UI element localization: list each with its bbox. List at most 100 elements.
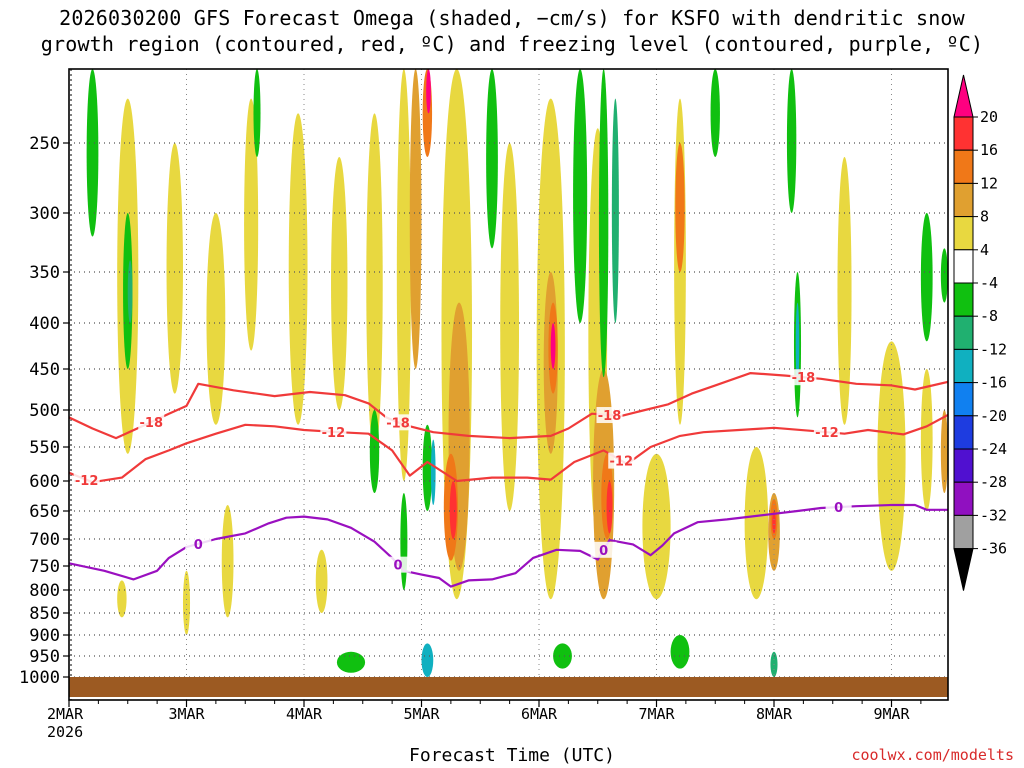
omega-cell <box>253 69 261 157</box>
plot-frame <box>68 68 949 701</box>
colorbar-segment <box>953 448 974 483</box>
isotherm-minus18-label: -18 <box>598 409 622 424</box>
isotherm-minus12 <box>69 413 948 484</box>
freezing-level-label: 0 <box>599 544 608 559</box>
colorbar-segment <box>953 182 974 218</box>
omega-cell <box>449 481 457 539</box>
y-tick-label: 700 <box>29 530 60 550</box>
colorbar-label: -4 <box>980 274 998 292</box>
omega-cell <box>670 635 690 669</box>
omega-cell <box>486 69 498 249</box>
colorbar-legend: 20 16 12 8 4 -4 -8 -12 -16 -20 -24 -28 -32 -36 <box>953 74 1007 591</box>
omega-cell <box>606 481 613 534</box>
credit-link[interactable]: coolwx.com/modelts <box>851 746 1014 764</box>
omega-cell <box>940 410 948 493</box>
x-axis-title: Forecast Time (UTC) <box>409 745 615 766</box>
freezing-level-label-bg <box>185 535 212 552</box>
colorbar-segment <box>953 481 974 516</box>
omega-cell <box>553 643 572 669</box>
omega-cell <box>421 643 434 677</box>
colorbar-label: -8 <box>980 307 998 325</box>
isotherm-minus18-label-bg <box>138 414 165 431</box>
y-tick-label: 300 <box>29 204 60 224</box>
colorbar-segment <box>953 249 974 284</box>
y-tick-label: 250 <box>29 134 60 154</box>
y-tick-label: 500 <box>29 401 60 421</box>
isotherm-minus18-label: -18 <box>386 416 410 431</box>
omega-cell <box>642 453 671 600</box>
isotherm-minus18-label: -18 <box>792 371 816 386</box>
y-tick-label: 650 <box>29 502 60 522</box>
colorbar-label: 12 <box>980 174 998 192</box>
colorbar-label: -24 <box>980 440 1007 458</box>
isotherm-minus12-label: -12 <box>610 455 634 470</box>
contour-labels: -18 -18 -18 -18 -12 -12 -12 -12 0 0 0 0 <box>73 369 852 574</box>
x-tick-sublabel: 2026 <box>47 723 83 741</box>
colorbar-label: 8 <box>980 208 989 226</box>
omega-cell <box>400 493 408 590</box>
contour-lines <box>69 372 948 588</box>
x-tick-label: 2MAR <box>47 705 84 723</box>
colorbar-label: -12 <box>980 340 1007 358</box>
x-tick-label: 3MAR <box>168 705 205 723</box>
omega-cell <box>920 213 933 342</box>
omega-cell <box>221 505 234 618</box>
colorbar-segment <box>953 74 974 118</box>
isotherm-minus12-label-bg <box>813 424 840 441</box>
isotherm-minus12-label-bg <box>320 423 347 440</box>
omega-cell <box>288 113 308 425</box>
colorbar-label: -16 <box>980 374 1007 392</box>
omega-cell <box>940 248 948 303</box>
colorbar-segment <box>953 282 974 317</box>
isotherm-minus12-label: -12 <box>322 426 346 441</box>
omega-cell <box>422 424 433 511</box>
isotherm-minus18 <box>69 372 948 440</box>
y-tick-label: 950 <box>29 647 60 667</box>
omega-cell <box>182 570 191 636</box>
colorbar-segment <box>953 216 974 251</box>
y-tick-label: 850 <box>29 604 60 624</box>
grid-lines <box>69 69 948 700</box>
x-tick-label: 7MAR <box>638 705 675 723</box>
y-tick-label: 1000 <box>19 668 60 688</box>
freezing-level-label-bg <box>590 541 617 558</box>
isotherm-minus18-label-bg <box>596 407 623 424</box>
y-tick-label: 800 <box>29 581 60 601</box>
omega-cell <box>500 143 520 511</box>
chart-title-line-2: growth region (contoured, red, ºC) and f… <box>40 32 984 56</box>
colorbar-label: 20 <box>980 108 998 126</box>
y-tick-label: 600 <box>29 472 60 492</box>
isotherm-minus12-label-bg <box>608 452 635 469</box>
omega-cell <box>396 69 411 481</box>
y-tick-label: 900 <box>29 626 60 646</box>
omega-cell <box>331 157 348 410</box>
x-tick-label: 6MAR <box>521 705 558 723</box>
omega-cell <box>795 302 800 386</box>
ground-terrain-band <box>69 677 948 697</box>
colorbar-segment <box>953 149 974 184</box>
isotherm-minus18-label-bg <box>790 369 817 386</box>
omega-cell <box>409 69 422 369</box>
omega-cell <box>206 213 226 425</box>
colorbar-label: -32 <box>980 506 1007 524</box>
x-tick-label: 5MAR <box>403 705 440 723</box>
colorbar-segment <box>953 514 974 550</box>
y-tick-label: 450 <box>29 360 60 380</box>
omega-cell <box>369 410 380 493</box>
x-tick-label: 8MAR <box>756 705 793 723</box>
freezing-level <box>69 503 948 588</box>
y-tick-label: 400 <box>29 314 60 334</box>
freezing-level-label-bg <box>825 499 852 516</box>
isotherm-minus12-label: -12 <box>815 426 839 441</box>
omega-cell <box>123 213 133 369</box>
freezing-level-label-bg <box>385 556 411 573</box>
y-axis: 2503003504004505005506006507007508008509… <box>19 134 69 688</box>
colorbar-segment <box>953 315 974 350</box>
freezing-level-label: 0 <box>393 559 402 574</box>
omega-cell <box>430 439 436 505</box>
colorbar-label: 4 <box>980 241 989 259</box>
omega-cell <box>786 69 797 213</box>
y-tick-label: 550 <box>29 438 60 458</box>
